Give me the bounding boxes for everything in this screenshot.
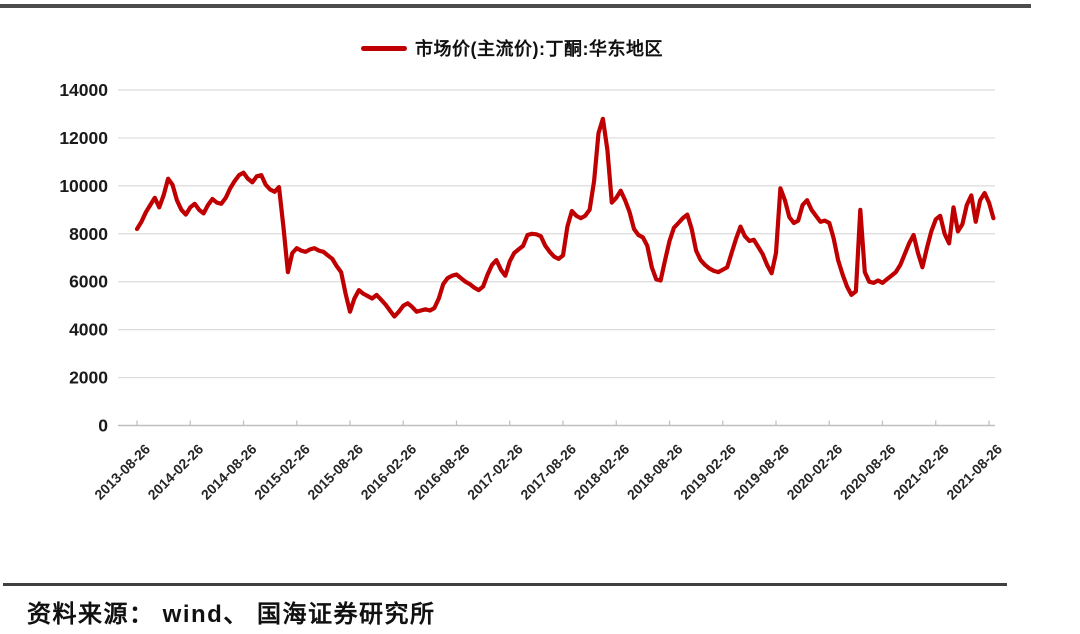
x-tick-label: 2019-02-26 (677, 441, 739, 503)
y-tick-label: 4000 (69, 320, 108, 340)
data-source-note: 资料来源： wind、 国海证券研究所 (27, 601, 436, 628)
x-tick-label: 2015-02-26 (251, 441, 313, 503)
x-tick-label: 2013-08-26 (91, 441, 153, 503)
x-tick-label: 2019-08-26 (730, 441, 792, 503)
x-tick-label: 2016-08-26 (411, 441, 473, 503)
footer-divider (3, 583, 1007, 586)
top-divider-bar (0, 4, 1031, 8)
legend-series-label: 市场价(主流价):丁酮:华东地区 (415, 39, 663, 59)
x-tick-label: 2017-02-26 (464, 441, 526, 503)
price-line (134, 116, 996, 319)
x-tick-label: 2021-02-26 (890, 441, 952, 503)
y-tick-label: 2000 (69, 368, 108, 388)
chart-legend: 市场价(主流价):丁酮:华东地区 (361, 35, 663, 61)
legend-line-swatch (361, 45, 407, 51)
x-tick-label: 2016-02-26 (357, 441, 419, 503)
x-tick-label: 2018-02-26 (570, 441, 632, 503)
x-tick-label: 2015-08-26 (304, 441, 366, 503)
x-tick-label: 2020-02-26 (783, 441, 845, 503)
x-tick-label: 2017-08-26 (517, 441, 579, 503)
y-tick-label: 6000 (69, 272, 108, 292)
x-tick-label: 2021-08-26 (943, 441, 1005, 503)
y-tick-label: 10000 (59, 176, 108, 196)
y-tick-label: 0 (98, 416, 108, 436)
x-tick-label: 2020-08-26 (837, 441, 899, 503)
y-tick-label: 8000 (69, 224, 108, 244)
y-tick-label: 12000 (59, 128, 108, 148)
y-tick-label: 14000 (59, 80, 108, 100)
x-tick-label: 2014-08-26 (198, 441, 260, 503)
x-tick-label: 2014-02-26 (144, 441, 206, 503)
x-tick-label: 2018-08-26 (624, 441, 686, 503)
